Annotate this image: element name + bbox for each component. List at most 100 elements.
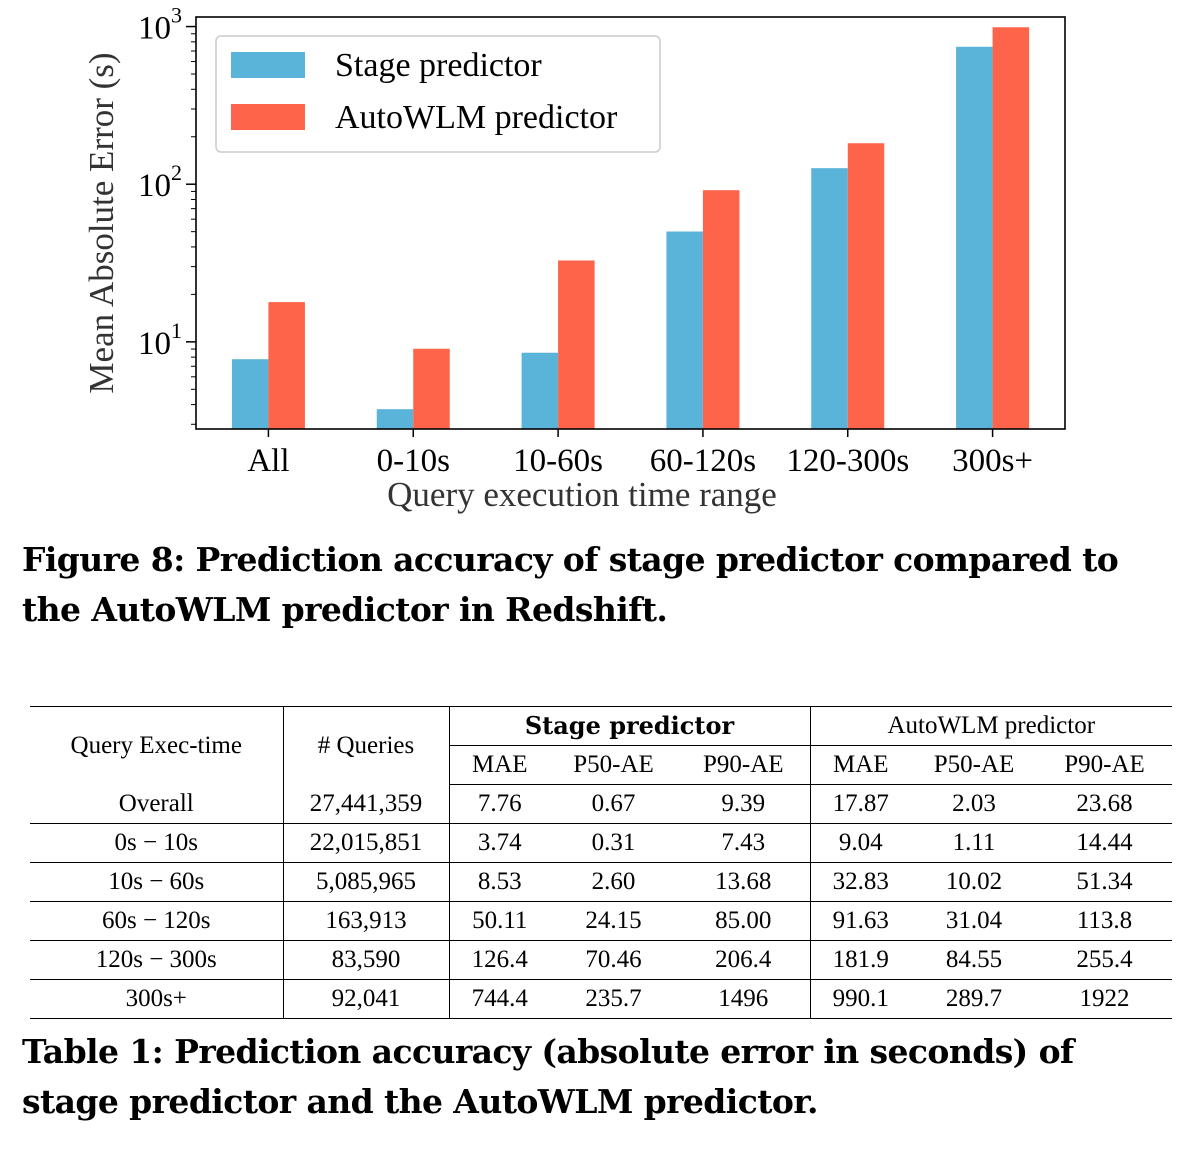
table-row: Overall 27,441,359 7.76 0.67 9.39 17.87 … xyxy=(30,784,1172,824)
legend-label: AutoWLM predictor xyxy=(335,99,618,136)
cell-queries: 27,441,359 xyxy=(283,784,450,824)
cell-stage-mae: 50.11 xyxy=(449,901,550,941)
cell-autowlm-p50: 289.7 xyxy=(911,979,1037,1019)
cell-stage-p50: 2.60 xyxy=(550,862,677,902)
bar-autowlm-0 xyxy=(268,302,305,429)
cell-queries: 83,590 xyxy=(283,940,450,980)
cell-stage-mae: 3.74 xyxy=(449,823,550,863)
table-row: 10s − 60s 5,085,965 8.53 2.60 13.68 32.8… xyxy=(30,862,1172,902)
header-autowlm-p50: P50-AE xyxy=(911,745,1037,785)
cell-stage-p90: 7.43 xyxy=(677,823,811,863)
cell-autowlm-mae: 990.1 xyxy=(810,979,911,1019)
cell-stage-p50: 0.67 xyxy=(550,784,677,824)
cell-autowlm-mae: 17.87 xyxy=(810,784,911,824)
cell-stage-p50: 70.46 xyxy=(550,940,677,980)
legend-label: Stage predictor xyxy=(335,47,542,84)
y-tick-label: 102 xyxy=(138,160,182,204)
header-queries: # Queries xyxy=(283,706,450,785)
cell-autowlm-p50: 31.04 xyxy=(911,901,1037,941)
cell-stage-p90: 206.4 xyxy=(677,940,811,980)
cell-autowlm-p90: 51.34 xyxy=(1037,862,1172,902)
bar-stage-3 xyxy=(666,231,703,429)
results-table: Query Exec-time # Queries Stage predicto… xyxy=(30,706,1172,1019)
bar-stage-5 xyxy=(956,46,993,429)
cell-stage-p90: 9.39 xyxy=(677,784,811,824)
cell-stage-p50: 0.31 xyxy=(550,823,677,863)
cell-stage-mae: 7.76 xyxy=(449,784,550,824)
header-stage-p90: P90-AE xyxy=(677,745,811,785)
table-row: 0s − 10s 22,015,851 3.74 0.31 7.43 9.04 … xyxy=(30,823,1172,863)
y-tick-label: 101 xyxy=(138,318,182,362)
cell-autowlm-mae: 9.04 xyxy=(810,823,911,863)
cell-stage-p90: 13.68 xyxy=(677,862,811,902)
cell-autowlm-mae: 181.9 xyxy=(810,940,911,980)
bar-stage-0 xyxy=(231,359,269,429)
cell-stage-p50: 24.15 xyxy=(550,901,677,941)
cell-exec-time: 0s − 10s xyxy=(30,823,284,863)
cell-exec-time: 300s+ xyxy=(30,979,284,1019)
x-tick-label: 300s+ xyxy=(952,443,1033,479)
cell-stage-mae: 8.53 xyxy=(449,862,550,902)
header-autowlm-p90: P90-AE xyxy=(1037,745,1172,785)
cell-autowlm-p50: 2.03 xyxy=(911,784,1037,824)
cell-autowlm-p90: 23.68 xyxy=(1037,784,1172,824)
cell-queries: 22,015,851 xyxy=(283,823,450,863)
y-tick-label: 103 xyxy=(138,3,182,47)
bar-stage-4 xyxy=(811,168,848,429)
cell-queries: 5,085,965 xyxy=(283,862,450,902)
bar-autowlm-1 xyxy=(413,348,450,429)
cell-autowlm-p50: 1.11 xyxy=(911,823,1037,863)
cell-stage-p90: 85.00 xyxy=(677,901,811,941)
cell-autowlm-mae: 32.83 xyxy=(810,862,911,902)
legend-swatch xyxy=(231,104,305,130)
y-axis-ticks: 101 102 103 xyxy=(138,3,196,425)
y-axis-label: Mean Absolute Error (s) xyxy=(82,52,121,393)
bars-group xyxy=(231,27,1030,429)
x-tick-label: 10-60s xyxy=(513,443,603,479)
cell-autowlm-p90: 113.8 xyxy=(1037,901,1172,941)
bar-autowlm-2 xyxy=(558,260,595,429)
legend-frame xyxy=(215,35,661,153)
cell-autowlm-p90: 255.4 xyxy=(1037,940,1172,980)
bar-stage-2 xyxy=(521,352,559,429)
header-autowlm-mae: MAE xyxy=(810,745,911,785)
table-row: 300s+ 92,041 744.4 235.7 1496 990.1 289.… xyxy=(30,979,1172,1019)
bar-chart: 101 102 103 All 0-10s 10-60s 60-120s 120-300s 3… xyxy=(82,3,1066,514)
cell-exec-time: 120s − 300s xyxy=(30,940,284,980)
cell-exec-time: Overall xyxy=(30,784,284,824)
x-tick-label: 0-10s xyxy=(377,443,450,479)
header-autowlm-predictor: AutoWLM predictor xyxy=(810,706,1172,746)
x-tick-label: 60-120s xyxy=(650,443,756,479)
x-axis-label: Query execution time range xyxy=(387,475,777,514)
bar-autowlm-3 xyxy=(702,190,740,429)
table-row: 120s − 300s 83,590 126.4 70.46 206.4 181… xyxy=(30,940,1172,980)
header-stage-p50: P50-AE xyxy=(550,745,677,785)
cell-exec-time: 60s − 120s xyxy=(30,901,284,941)
header-stage-mae: MAE xyxy=(449,745,550,785)
bar-autowlm-5 xyxy=(992,27,1030,429)
cell-autowlm-p90: 14.44 xyxy=(1037,823,1172,863)
bar-stage-1 xyxy=(376,409,414,429)
header-exec-time: Query Exec-time xyxy=(30,706,284,785)
cell-stage-p90: 1496 xyxy=(677,979,811,1019)
cell-autowlm-p50: 10.02 xyxy=(911,862,1037,902)
figure-caption: Figure 8: Prediction accuracy of stage p… xyxy=(22,540,1119,629)
plot-frame xyxy=(195,16,1066,430)
cell-autowlm-p50: 84.55 xyxy=(911,940,1037,980)
cell-autowlm-mae: 91.63 xyxy=(810,901,911,941)
cell-stage-mae: 126.4 xyxy=(449,940,550,980)
cell-stage-p50: 235.7 xyxy=(550,979,677,1019)
cell-autowlm-p90: 1922 xyxy=(1037,979,1172,1019)
bar-autowlm-4 xyxy=(847,143,885,429)
header-stage-predictor: Stage predictor xyxy=(449,706,811,746)
legend: Stage predictor AutoWLM predictor xyxy=(215,35,661,153)
cell-exec-time: 10s − 60s xyxy=(30,862,284,902)
cell-queries: 163,913 xyxy=(283,901,450,941)
cell-queries: 92,041 xyxy=(283,979,450,1019)
table-caption: Table 1: Prediction accuracy (absolute e… xyxy=(22,1032,1074,1121)
cell-stage-mae: 744.4 xyxy=(449,979,550,1019)
table-row: 60s − 120s 163,913 50.11 24.15 85.00 91.… xyxy=(30,901,1172,941)
x-tick-label: All xyxy=(247,443,289,479)
x-axis-ticks: All 0-10s 10-60s 60-120s 120-300s 300s+ xyxy=(247,429,1033,479)
legend-swatch xyxy=(231,52,305,78)
